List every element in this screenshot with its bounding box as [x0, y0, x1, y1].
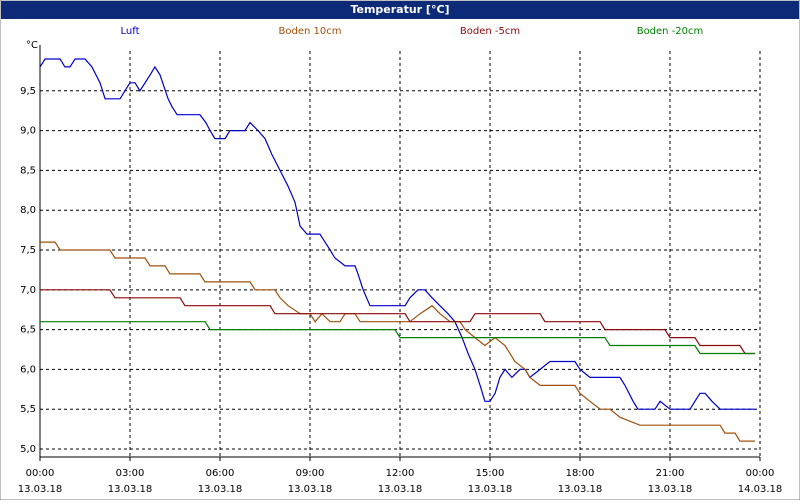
y-tick-label: 7,5: [20, 245, 36, 256]
legend-label: Boden 10cm: [279, 26, 342, 37]
x-tick-label: 06:00: [206, 468, 235, 479]
x-tick-date: 13.03.18: [468, 484, 513, 495]
y-tick-label: 8,5: [20, 165, 36, 176]
title-bar: [1, 1, 799, 19]
y-tick-label: 9,0: [20, 126, 36, 137]
y-tick-label: 9,5: [20, 86, 36, 97]
x-tick-date: 13.03.18: [648, 484, 693, 495]
legend-label: Luft: [121, 26, 140, 37]
chart-title: Temperatur [°C]: [350, 3, 449, 16]
x-tick-date: 13.03.18: [108, 484, 153, 495]
x-tick-label: 09:00: [296, 468, 325, 479]
legend-label: Boden -20cm: [637, 26, 704, 37]
x-tick-date: 13.03.18: [558, 484, 603, 495]
x-tick-label: 18:00: [566, 468, 595, 479]
x-tick-label: 03:00: [116, 468, 145, 479]
legend-label: Boden -5cm: [460, 26, 520, 37]
y-tick-label: 5,0: [20, 444, 36, 455]
x-tick-date: 13.03.18: [378, 484, 423, 495]
y-tick-label: 6,5: [20, 325, 36, 336]
x-tick-date: 14.03.18: [738, 484, 783, 495]
x-tick-label: 15:00: [476, 468, 505, 479]
x-tick-label: 12:00: [386, 468, 415, 479]
x-tick-label: 21:00: [656, 468, 685, 479]
y-unit: °C: [26, 40, 38, 51]
x-tick-date: 13.03.18: [198, 484, 243, 495]
y-tick-label: 8,0: [20, 205, 36, 216]
x-tick-label: 00:00: [26, 468, 55, 479]
series-line: [40, 321, 755, 355]
series-line: [40, 241, 755, 442]
x-tick-date: 13.03.18: [288, 484, 333, 495]
x-tick-label: 00:00: [746, 468, 775, 479]
series-line: [40, 289, 755, 355]
y-tick-label: 5,5: [20, 404, 36, 415]
y-tick-label: 7,0: [20, 285, 36, 296]
x-tick-date: 13.03.18: [18, 484, 63, 495]
series-line: [39, 58, 755, 410]
y-tick-label: 6,0: [20, 364, 36, 375]
